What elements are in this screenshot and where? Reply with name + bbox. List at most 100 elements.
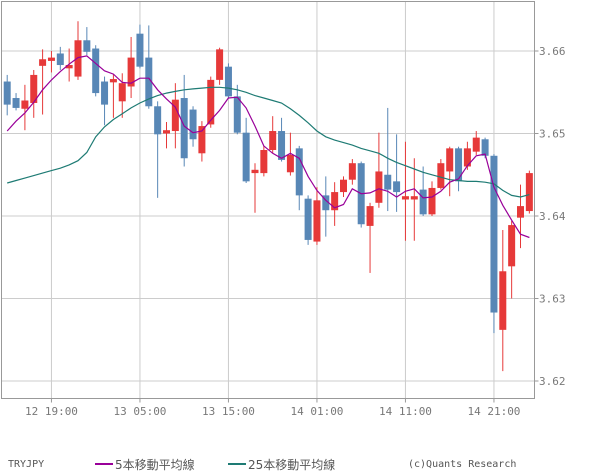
candle [207,76,215,128]
candle-body [278,131,286,160]
legend-item-ma25: 25本移動平均線 [228,456,335,472]
candle-body [269,131,277,150]
candle [499,230,507,372]
candle [393,134,401,212]
candle [269,116,277,154]
candle-body [12,98,20,108]
candle [83,27,91,56]
candle-body [216,49,224,80]
candle-body [171,99,179,132]
candle [136,24,144,69]
y-axis-label: 3.64 [539,210,566,223]
candle-body [313,200,321,242]
candle [127,36,135,99]
ma5-legend-label: 5本移動平均線 [115,457,195,472]
candle [410,158,418,241]
candle-body [154,106,162,135]
candle [348,159,356,185]
candle [118,73,126,118]
candle-body [384,174,392,190]
candle [366,202,374,273]
candle [92,45,100,97]
candles-group [3,21,533,372]
candle-body [331,192,339,211]
candle-body [47,57,55,61]
candle-body [419,189,427,215]
candle-body [463,148,471,167]
candle-body [198,126,206,154]
candle [419,166,427,216]
credit-label: (c)Quants Research [408,458,517,470]
candle-body [163,130,170,134]
candle-body [207,79,215,125]
candle [109,74,117,118]
ma25-line-swatch [228,463,246,465]
candle [3,74,11,116]
ma5-line-swatch [95,463,113,465]
candle [278,117,286,162]
candle [295,145,303,211]
candle [251,163,259,213]
candle [145,25,153,109]
candle-body [189,109,197,140]
candle-body [65,65,73,69]
candle-body [517,206,524,218]
candle-body [180,98,188,159]
ma5-line [6,55,530,239]
candle-body [109,79,117,83]
candle-body [233,96,241,133]
plot-border [1,1,535,399]
candle [216,47,224,85]
candle-body [410,196,418,200]
candle [163,121,170,149]
candle [171,83,179,149]
candle-body [83,40,91,52]
candle [260,145,268,177]
candle [56,46,64,70]
candle [322,176,330,237]
candle-body [508,225,516,267]
candle-body [375,171,383,203]
candle-body [92,48,100,94]
candle [490,154,498,334]
candle [357,161,365,228]
axis-ticks [50,50,539,403]
candle [472,131,480,155]
candle-body [490,155,498,313]
candle-body [437,163,445,188]
candle [12,93,20,111]
candle [30,69,38,118]
candle-body [525,173,533,212]
candle-body [455,148,463,182]
candle [189,106,197,147]
ma5-path [6,55,530,239]
candle [375,132,383,208]
candle-body [286,154,294,173]
candle-body [30,74,38,103]
candle [313,187,321,245]
candle-body [366,206,374,226]
candle-body [295,148,303,196]
candle-body [136,33,144,67]
candle-body [348,163,356,180]
legend-item-ma5: 5本移動平均線 [95,456,195,472]
candle-body [340,179,347,193]
y-axis-label: 3.62 [539,375,566,388]
candle [65,48,73,82]
y-axis-labels: 3.66 3.65 3.64 3.63 3.62 [539,45,566,388]
candle [508,220,516,299]
candle-body [251,169,259,174]
candle [233,84,241,135]
candle [242,117,250,183]
candle-body [401,196,409,200]
x-axis-label: 13 15:00 [202,405,255,418]
candle-body [21,100,29,109]
candle [304,195,312,245]
candle-body [145,57,153,107]
x-axis-label: 13 05:00 [113,405,166,418]
candle-body [101,81,109,105]
candle-body [322,195,330,211]
symbol-label: TRYJPY [8,458,45,470]
candle-body [428,187,436,215]
